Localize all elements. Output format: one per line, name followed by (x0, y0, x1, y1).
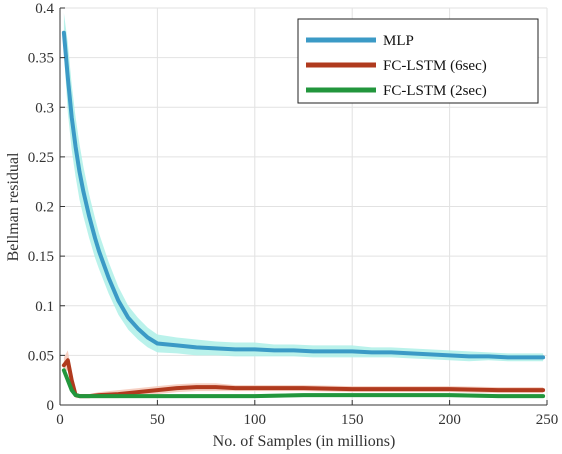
y-tick-label: 0.3 (35, 100, 54, 116)
y-tick-label: 0.05 (28, 348, 54, 364)
x-tick-label: 150 (341, 412, 364, 428)
legend-label-fc-lstm-6sec: FC-LSTM (6sec) (383, 58, 487, 74)
y-tick-label: 0.15 (28, 249, 54, 265)
y-tick-label: 0.35 (28, 51, 54, 67)
y-tick-label: 0 (47, 398, 55, 414)
x-tick-label: 200 (438, 412, 461, 428)
y-tick-label: 0.4 (35, 1, 54, 17)
y-axis-title: Bellman residual (5, 152, 22, 261)
y-tick-label: 0.2 (35, 200, 54, 216)
x-tick-label: 100 (244, 412, 267, 428)
legend-label-fc-lstm-2sec: FC-LSTM (2sec) (383, 83, 487, 99)
fc-lstm-2sec-line (61, 368, 546, 399)
legend-label-mlp: MLP (383, 33, 414, 49)
y-tick-labels: 0 0.05 0.1 0.15 0.2 0.25 0.3 0.35 0.4 (28, 1, 55, 414)
x-tick-labels: 0 50 100 150 200 250 (56, 412, 558, 428)
legend: MLP FC-LSTM (6sec) FC-LSTM (2sec) (297, 18, 539, 104)
series-lines (61, 30, 546, 399)
x-tick-label: 0 (56, 412, 64, 428)
y-tick-label: 0.25 (28, 150, 54, 166)
x-tick-label: 50 (150, 412, 165, 428)
y-tick-label: 0.1 (35, 299, 54, 315)
x-tick-label: 250 (536, 412, 559, 428)
axes (59, 7, 548, 406)
mlp-line (61, 30, 546, 360)
x-axis-title: No. of Samples (in millions) (213, 433, 396, 450)
